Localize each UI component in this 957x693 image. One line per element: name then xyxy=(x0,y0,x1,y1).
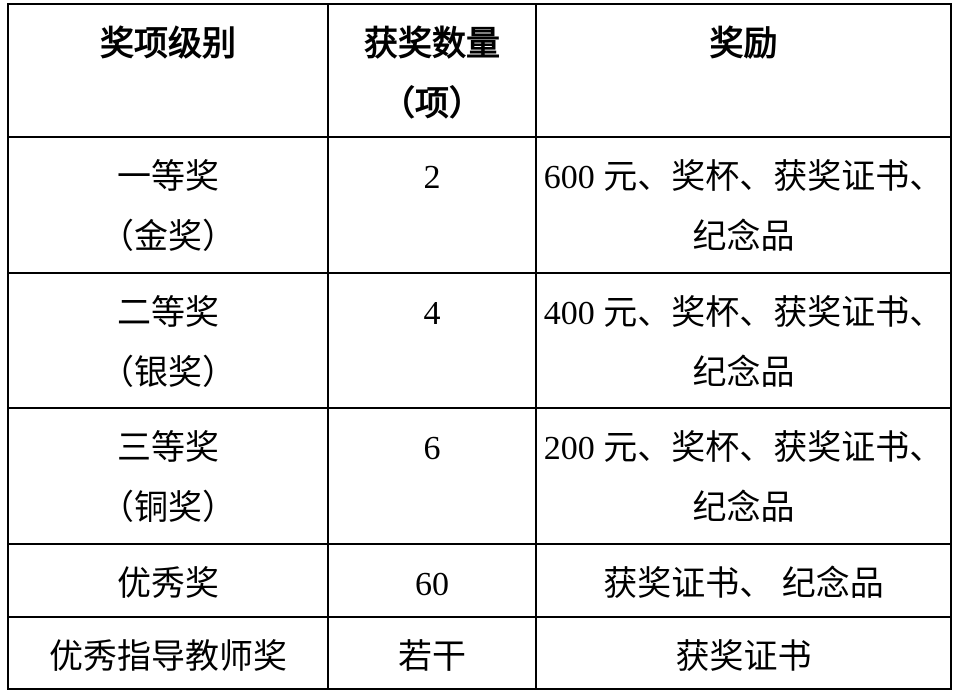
table-row-excellence-prize: 优秀奖 60 获奖证书、 纪念品 xyxy=(7,543,952,618)
header-count-label-line1: 获奖数量 xyxy=(364,26,500,63)
count-cell: 60 xyxy=(327,543,537,618)
level-cell: 三等奖 （铜奖） xyxy=(7,407,329,545)
table-row-third-prize: 三等奖 （铜奖） 6 200 元、奖杯、获奖证书、 纪念品 xyxy=(7,407,952,545)
table-row-first-prize: 一等奖 （金奖） 2 600 元、奖杯、获奖证书、 纪念品 xyxy=(7,136,952,274)
reward-text-line1: 200 元、奖杯、获奖证书、 xyxy=(543,430,944,467)
count-cell: 若干 xyxy=(327,616,537,690)
count-cell: 4 xyxy=(327,272,537,409)
level-cell: 优秀奖 xyxy=(7,543,329,618)
award-count-text: 若干 xyxy=(398,639,466,676)
award-count-text: 60 xyxy=(415,566,449,603)
award-level-text: 三等奖 xyxy=(117,430,219,467)
reward-text-line1: 获奖证书 xyxy=(675,639,812,676)
header-reward-label: 奖励 xyxy=(709,26,778,63)
table-row-advisor-prize: 优秀指导教师奖 若干 获奖证书 xyxy=(7,616,952,690)
reward-text-line1: 获奖证书、 纪念品 xyxy=(603,566,884,603)
level-cell: 优秀指导教师奖 xyxy=(7,616,329,690)
header-level-cell: 奖项级别 xyxy=(7,3,329,138)
reward-cell: 获奖证书 xyxy=(535,616,952,690)
award-level-text: 一等奖 xyxy=(117,159,219,196)
reward-text-line1: 400 元、奖杯、获奖证书、 xyxy=(543,295,944,332)
award-level-text: 优秀指导教师奖 xyxy=(49,639,287,676)
count-cell: 6 xyxy=(327,407,537,545)
award-level-subtext: （铜奖） xyxy=(100,490,236,527)
award-count-text: 6 xyxy=(423,430,441,467)
count-cell: 2 xyxy=(327,136,537,274)
header-count-label-line2: （项） xyxy=(381,86,483,123)
award-level-text: 二等奖 xyxy=(117,295,219,332)
reward-cell: 200 元、奖杯、获奖证书、 纪念品 xyxy=(535,407,952,545)
reward-text-line2: 纪念品 xyxy=(692,219,795,256)
level-cell: 一等奖 （金奖） xyxy=(7,136,329,274)
reward-cell: 400 元、奖杯、获奖证书、 纪念品 xyxy=(535,272,952,409)
reward-text-line2: 纪念品 xyxy=(692,355,795,392)
award-count-text: 2 xyxy=(423,159,441,196)
award-level-subtext: （金奖） xyxy=(100,219,236,256)
reward-text-line1: 600 元、奖杯、获奖证书、 xyxy=(543,159,944,196)
reward-cell: 获奖证书、 纪念品 xyxy=(535,543,952,618)
reward-text-line2: 纪念品 xyxy=(692,490,795,527)
awards-table: 奖项级别 获奖数量 （项） 奖励 一等奖 （金奖） 2 600 元、奖杯、获奖证… xyxy=(7,3,952,690)
table-header-row: 奖项级别 获奖数量 （项） 奖励 xyxy=(7,3,952,138)
table-row-second-prize: 二等奖 （银奖） 4 400 元、奖杯、获奖证书、 纪念品 xyxy=(7,272,952,409)
award-level-text: 优秀奖 xyxy=(117,566,219,603)
award-count-text: 4 xyxy=(423,295,441,332)
header-reward-cell: 奖励 xyxy=(535,3,952,138)
header-count-cell: 获奖数量 （项） xyxy=(327,3,537,138)
level-cell: 二等奖 （银奖） xyxy=(7,272,329,409)
reward-cell: 600 元、奖杯、获奖证书、 纪念品 xyxy=(535,136,952,274)
award-level-subtext: （银奖） xyxy=(100,355,236,392)
header-level-label: 奖项级别 xyxy=(100,26,236,63)
